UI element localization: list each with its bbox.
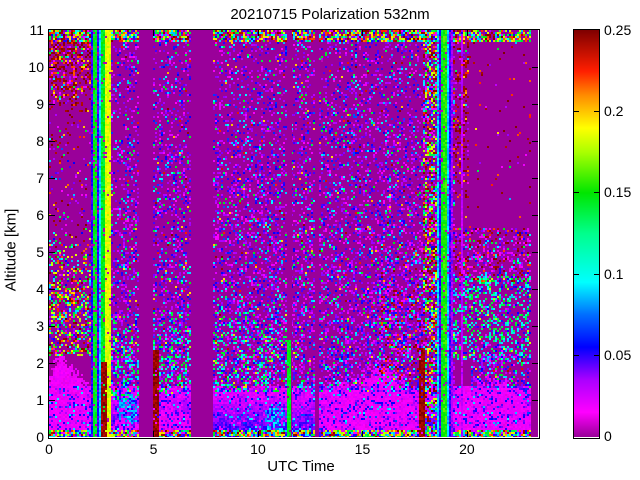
y-tick-label: 6	[36, 207, 44, 223]
chart-title: 20210715 Polarization 532nm	[230, 6, 430, 23]
y-tick-label: 3	[36, 318, 44, 334]
x-tick-label: 20	[459, 441, 475, 457]
y-tick-label: 4	[36, 281, 44, 297]
colorbar-tick-label: 0.2	[604, 103, 624, 119]
x-tick-label: 5	[149, 441, 158, 457]
y-tick-label: 2	[36, 355, 44, 371]
colorbar-frame	[573, 29, 600, 439]
colorbar-canvas	[574, 30, 599, 437]
colorbar-tick-label: 0.05	[604, 347, 632, 363]
y-tick-label: 11	[29, 22, 44, 38]
colorbar-tick-label: 0.15	[604, 184, 632, 200]
y-tick-label: 8	[36, 133, 44, 149]
x-axis-label: UTC Time	[267, 458, 335, 475]
x-tick-label: 0	[45, 441, 53, 457]
colorbar-tick-label: 0	[604, 428, 612, 444]
y-tick-label: 0	[36, 429, 44, 445]
y-tick-label: 9	[36, 96, 44, 112]
y-tick-label: 10	[28, 59, 44, 75]
x-tick-label: 10	[250, 441, 266, 457]
colorbar-tick-label: 0.1	[604, 266, 624, 282]
colorbar-tick-label: 0.25	[604, 22, 632, 38]
y-tick-label: 7	[36, 170, 44, 186]
plot-canvas	[49, 30, 538, 437]
y-tick-label: 5	[36, 244, 44, 260]
x-tick-label: 15	[354, 441, 371, 457]
y-tick-label: 1	[36, 392, 44, 408]
plot-frame	[48, 29, 540, 439]
